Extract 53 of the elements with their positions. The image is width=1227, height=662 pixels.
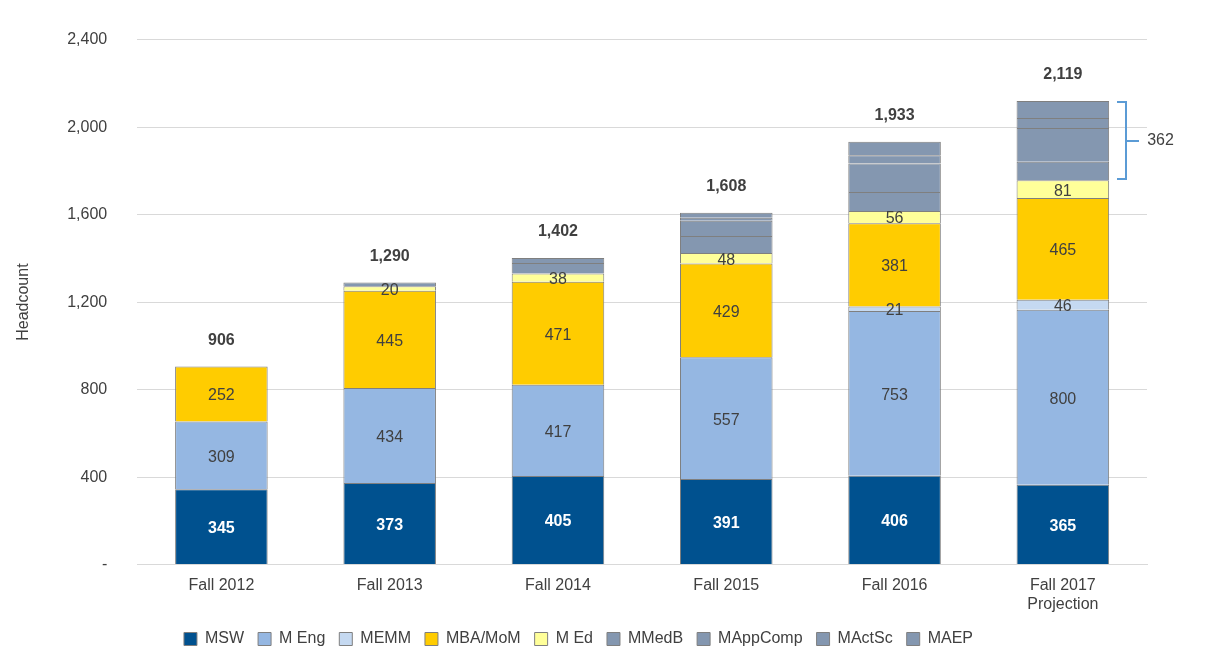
data-label: 445 <box>376 331 404 349</box>
data-label: 381 <box>881 257 909 275</box>
legend-label: M Eng <box>279 629 326 647</box>
x-tick-label: Fall 2016 <box>861 575 928 593</box>
total-label: 1,290 <box>369 246 410 264</box>
data-label: 557 <box>712 410 740 428</box>
legend-label: MAppComp <box>718 629 803 647</box>
data-label: 753 <box>881 385 909 403</box>
y-tick-label: 1,600 <box>67 205 108 223</box>
data-label: 56 <box>885 209 904 227</box>
data-label: 800 <box>1049 389 1077 407</box>
x-tick-label: Fall 2014 <box>525 575 591 593</box>
legend-label: MActSc <box>837 629 893 647</box>
data-label: 471 <box>544 325 572 343</box>
legend-label: MEMM <box>360 629 411 647</box>
total-label: 906 <box>208 330 235 348</box>
data-label: 373 <box>376 515 404 533</box>
legend-label: MSW <box>204 629 245 647</box>
data-label: 81 <box>1053 181 1072 199</box>
data-label: 46 <box>1053 297 1072 315</box>
y-axis-title: Headcount <box>14 262 32 341</box>
x-tick-label: Fall 2015 <box>693 575 760 593</box>
text: 362 <box>1147 131 1174 149</box>
data-label: 429 <box>712 302 740 320</box>
total-label: 1,933 <box>874 106 915 124</box>
legend-label: MAEP <box>927 629 974 647</box>
total-label: 1,402 <box>537 222 579 240</box>
y-tick-label: 400 <box>80 467 108 485</box>
data-label: 434 <box>376 427 404 445</box>
y-tick-label: 2,400 <box>67 30 108 48</box>
y-tick-label: 800 <box>80 380 108 398</box>
data-label: 48 <box>717 250 736 268</box>
data-label: 309 <box>208 447 235 465</box>
x-tick-label: Fall 2012 <box>188 575 255 593</box>
legend-label: M Ed <box>555 629 593 647</box>
data-label: 38 <box>549 270 567 288</box>
data-label: 252 <box>208 386 235 404</box>
legend-label: MMedB <box>627 629 684 647</box>
total-label: 1,608 <box>706 177 747 195</box>
x-tick-label: Fall 2013 <box>356 575 423 593</box>
data-label: 465 <box>1049 241 1077 259</box>
data-label: 406 <box>881 512 909 530</box>
legend-label: MBA/MoM <box>445 629 521 647</box>
data-label: 405 <box>544 512 572 530</box>
data-label: 345 <box>208 519 235 537</box>
y-tick-label: 1,200 <box>67 292 108 310</box>
y-tick-label: 2,000 <box>67 117 108 135</box>
y-tick-label: - <box>101 555 108 573</box>
x-tick-label: Fall 2017 Projection <box>1027 575 1099 612</box>
data-label: 365 <box>1049 516 1077 534</box>
total-label: 2,119 <box>1043 65 1083 83</box>
data-label: 417 <box>544 422 572 440</box>
data-label: 391 <box>712 513 740 531</box>
